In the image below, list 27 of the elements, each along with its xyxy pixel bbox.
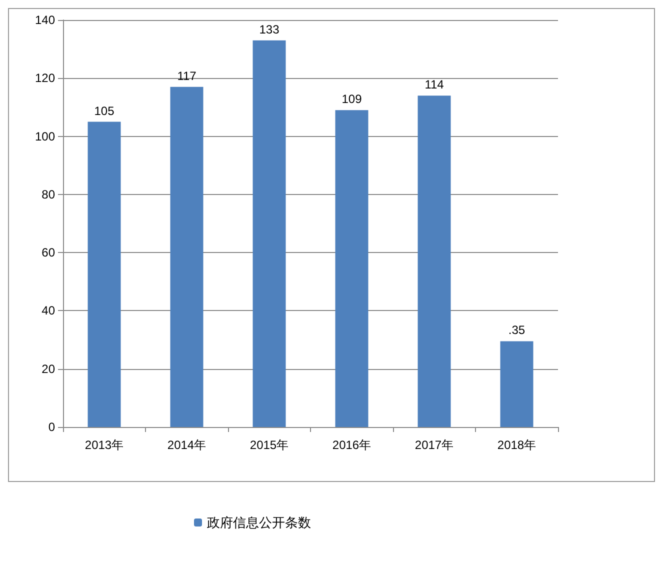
annotation: .35 bbox=[508, 323, 526, 338]
x-tick-label: 2018年 bbox=[497, 438, 536, 452]
x-tick-label: 2016年 bbox=[332, 438, 372, 452]
data-label: 117 bbox=[177, 68, 197, 83]
y-tick-label: 120 bbox=[34, 71, 56, 86]
y-tick-label: 60 bbox=[42, 246, 56, 260]
bar bbox=[335, 110, 368, 427]
data-label: 133 bbox=[259, 22, 280, 36]
bar bbox=[418, 96, 451, 427]
x-tick-label: 2015年 bbox=[250, 438, 289, 452]
y-tick-label: 40 bbox=[42, 304, 56, 318]
x-tick-label: 2017年 bbox=[414, 438, 454, 452]
y-tick-label: 80 bbox=[42, 187, 56, 202]
data-label: 105 bbox=[94, 104, 115, 118]
data-label: 114 bbox=[424, 78, 444, 92]
y-tick-label: 0 bbox=[48, 420, 56, 434]
x-tick-label: 2014年 bbox=[167, 438, 206, 452]
x-tick-label: 2013年 bbox=[84, 438, 124, 452]
y-tick-label: 140 bbox=[34, 13, 56, 27]
y-tick-label: 100 bbox=[34, 129, 56, 144]
bar bbox=[500, 341, 534, 427]
legend-label: 政府信息公开条数 bbox=[207, 515, 311, 530]
bar bbox=[88, 122, 121, 427]
bar bbox=[252, 40, 286, 427]
bar bbox=[170, 86, 204, 427]
y-tick-label: 20 bbox=[42, 362, 56, 376]
data-label: 109 bbox=[342, 92, 362, 106]
